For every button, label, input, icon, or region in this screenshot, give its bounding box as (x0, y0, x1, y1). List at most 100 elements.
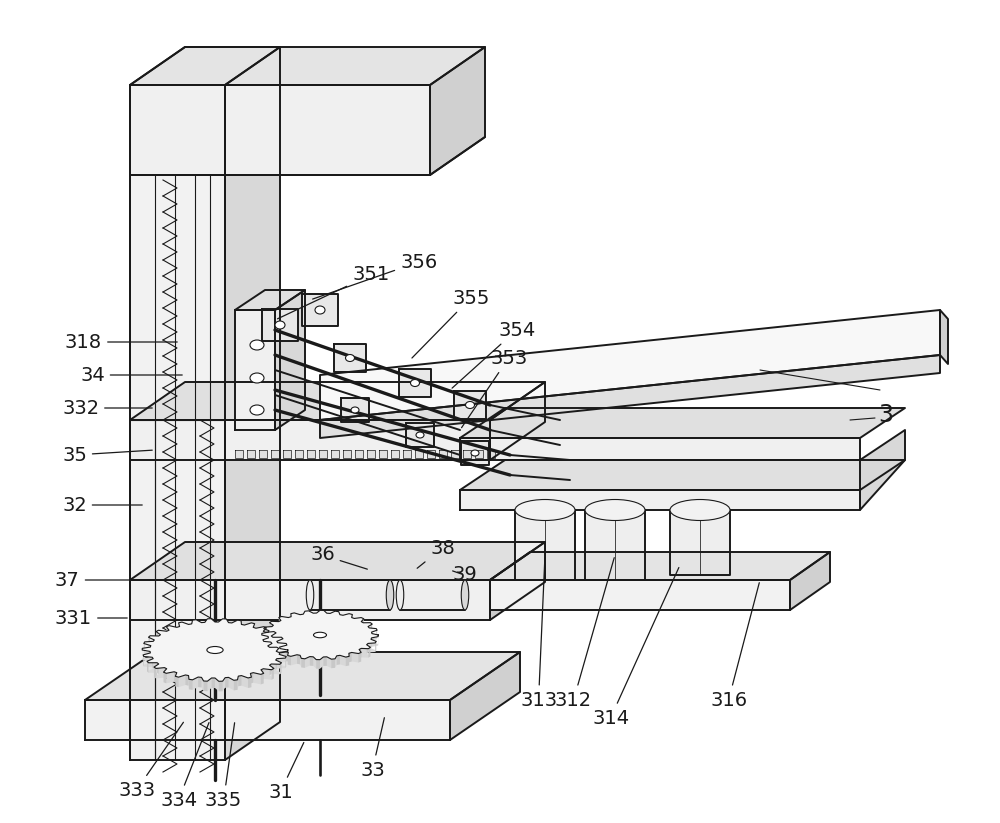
Ellipse shape (461, 580, 469, 610)
Polygon shape (361, 621, 363, 632)
Text: 355: 355 (412, 289, 489, 358)
Polygon shape (204, 681, 207, 691)
Polygon shape (291, 613, 294, 623)
Polygon shape (164, 672, 166, 683)
Polygon shape (251, 623, 255, 634)
Polygon shape (177, 626, 180, 637)
Polygon shape (585, 510, 645, 580)
Polygon shape (460, 460, 905, 490)
Polygon shape (361, 617, 364, 628)
Polygon shape (130, 382, 545, 420)
Ellipse shape (207, 647, 223, 653)
Polygon shape (142, 629, 288, 691)
Polygon shape (142, 619, 288, 681)
Polygon shape (460, 490, 860, 510)
Text: 33: 33 (360, 718, 385, 779)
Ellipse shape (471, 450, 479, 456)
Polygon shape (264, 627, 265, 638)
Polygon shape (225, 677, 229, 688)
Polygon shape (379, 450, 387, 458)
Text: 314: 314 (592, 568, 679, 728)
Polygon shape (406, 423, 434, 447)
Polygon shape (288, 616, 291, 626)
Polygon shape (320, 355, 940, 438)
Polygon shape (490, 552, 830, 580)
Ellipse shape (351, 407, 359, 413)
Polygon shape (359, 649, 361, 658)
Polygon shape (261, 673, 264, 685)
Polygon shape (341, 398, 369, 422)
Polygon shape (225, 47, 280, 760)
Polygon shape (189, 679, 193, 690)
Polygon shape (277, 647, 279, 658)
Polygon shape (271, 450, 279, 458)
Text: 36: 36 (310, 546, 367, 570)
Polygon shape (175, 677, 179, 687)
Polygon shape (235, 450, 243, 458)
Polygon shape (130, 85, 225, 760)
Polygon shape (234, 680, 237, 690)
Polygon shape (235, 290, 305, 310)
Polygon shape (268, 646, 270, 656)
Ellipse shape (386, 580, 394, 610)
Text: 31: 31 (268, 742, 304, 802)
Polygon shape (271, 636, 273, 647)
Polygon shape (261, 669, 263, 680)
Ellipse shape (250, 340, 264, 350)
Polygon shape (130, 85, 430, 175)
Text: 351: 351 (278, 266, 389, 319)
Polygon shape (282, 637, 283, 649)
Polygon shape (85, 652, 520, 700)
Polygon shape (400, 580, 465, 610)
Text: 318: 318 (65, 332, 177, 351)
Polygon shape (490, 382, 545, 460)
Polygon shape (454, 391, 486, 419)
Polygon shape (451, 450, 459, 458)
Polygon shape (295, 450, 303, 458)
Polygon shape (223, 619, 226, 629)
Polygon shape (130, 47, 485, 85)
Polygon shape (201, 622, 205, 633)
Polygon shape (219, 681, 223, 691)
Polygon shape (310, 657, 313, 666)
Polygon shape (427, 450, 435, 458)
Polygon shape (490, 542, 545, 620)
Polygon shape (157, 663, 159, 674)
Polygon shape (358, 653, 361, 663)
Polygon shape (250, 672, 253, 683)
Text: 332: 332 (62, 398, 152, 417)
Polygon shape (368, 648, 370, 658)
Polygon shape (248, 677, 251, 688)
Polygon shape (367, 450, 375, 458)
Polygon shape (475, 450, 483, 458)
Polygon shape (320, 611, 324, 620)
Text: 3: 3 (878, 403, 893, 427)
Text: 335: 335 (205, 723, 242, 810)
Polygon shape (193, 620, 196, 630)
Polygon shape (130, 542, 545, 580)
Polygon shape (130, 47, 280, 85)
Polygon shape (346, 656, 349, 666)
Polygon shape (327, 613, 330, 622)
Polygon shape (262, 309, 298, 341)
Polygon shape (439, 450, 447, 458)
Polygon shape (334, 344, 366, 372)
Text: 34: 34 (80, 365, 182, 384)
Text: 38: 38 (417, 538, 455, 568)
Polygon shape (670, 510, 730, 575)
Polygon shape (320, 310, 940, 420)
Polygon shape (460, 438, 860, 460)
Polygon shape (276, 658, 277, 670)
Polygon shape (487, 450, 495, 458)
Polygon shape (235, 310, 275, 430)
Polygon shape (415, 450, 423, 458)
Text: 39: 39 (452, 565, 477, 584)
Polygon shape (164, 667, 167, 679)
Ellipse shape (466, 402, 475, 408)
Ellipse shape (314, 632, 326, 638)
Polygon shape (167, 630, 169, 641)
Polygon shape (262, 611, 378, 660)
Ellipse shape (250, 373, 264, 383)
Polygon shape (399, 369, 431, 397)
Polygon shape (340, 615, 343, 625)
